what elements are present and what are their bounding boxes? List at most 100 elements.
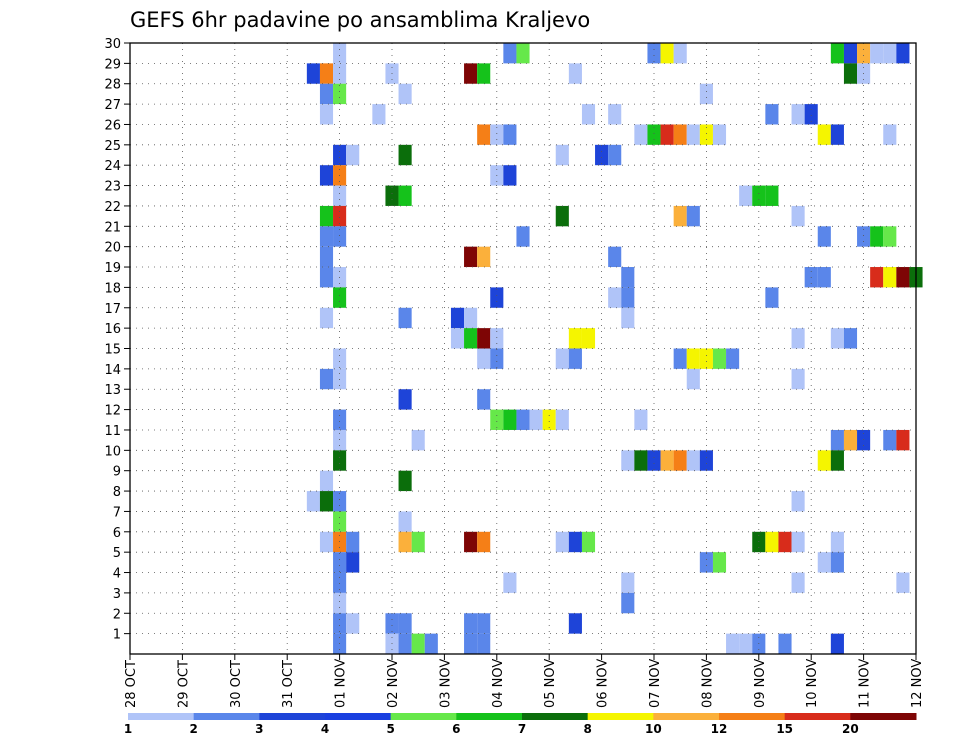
heatmap-cell xyxy=(857,429,871,451)
heatmap-cell xyxy=(791,572,805,593)
colorbar-segment xyxy=(193,713,260,720)
heatmap-cell xyxy=(450,307,465,329)
heatmap-cell xyxy=(372,104,386,125)
heatmap-cell xyxy=(490,348,504,369)
x-tick-label: 01 NOV xyxy=(334,659,349,708)
heatmap-cell xyxy=(503,572,517,593)
heatmap-cell xyxy=(739,185,753,206)
heatmap-cell xyxy=(333,287,347,308)
heatmap-cell xyxy=(791,328,805,349)
y-tick-label: 8 xyxy=(113,485,121,500)
heatmap-cell xyxy=(319,83,334,105)
heatmap-cell xyxy=(870,43,884,64)
heatmap-cell xyxy=(791,205,805,227)
heatmap-cell xyxy=(791,368,805,390)
x-tick-label: 10 NOV xyxy=(805,659,820,708)
heatmap-cell xyxy=(319,246,334,268)
heatmap-cell xyxy=(843,63,858,84)
x-tick-label: 30 OCT xyxy=(229,660,244,708)
colorbar-label: 4 xyxy=(321,722,329,736)
heatmap-cell xyxy=(699,124,713,145)
heatmap-cell xyxy=(883,124,897,145)
y-axis-ticks: 1234567891011121314151617181920212223242… xyxy=(104,37,130,643)
heatmap-cell xyxy=(464,531,478,553)
heatmap-cell xyxy=(765,185,779,206)
heatmap-cell xyxy=(621,450,635,471)
heatmap-cell xyxy=(333,226,347,247)
heatmap-cell xyxy=(712,124,727,145)
heatmap-cell xyxy=(673,43,687,64)
heatmap-cell xyxy=(555,348,569,369)
heatmap-cell xyxy=(333,83,347,105)
y-tick-label: 2 xyxy=(113,607,121,622)
y-tick-label: 13 xyxy=(104,383,121,398)
x-tick-label: 06 NOV xyxy=(596,659,611,708)
heatmap-cell xyxy=(830,124,844,145)
heatmap-cell xyxy=(791,531,805,553)
heatmap-cell xyxy=(398,511,412,532)
colorbar-segment xyxy=(850,713,917,720)
heatmap-cell xyxy=(791,491,805,512)
colorbar-segment xyxy=(719,713,786,720)
heatmap-cell xyxy=(660,450,674,471)
heatmap-cell xyxy=(621,287,635,308)
heatmap-cell xyxy=(333,205,347,227)
heatmap-cell xyxy=(346,144,360,166)
colorbar-label: 6 xyxy=(452,722,460,736)
y-tick-label: 3 xyxy=(113,587,121,602)
heatmap-cell xyxy=(464,307,478,329)
heatmap-cell xyxy=(346,531,360,553)
heatmap-cell xyxy=(477,328,491,349)
colorbar-segment xyxy=(390,713,457,720)
heatmap-cell xyxy=(477,246,491,268)
heatmap-cell xyxy=(333,613,347,634)
heatmap-cell xyxy=(503,124,517,145)
heatmap-cell xyxy=(333,429,347,451)
heatmap-cell xyxy=(660,124,674,145)
heatmap-cell xyxy=(857,226,871,247)
y-tick-label: 17 xyxy=(104,302,121,317)
y-tick-label: 12 xyxy=(104,404,121,419)
y-tick-label: 20 xyxy=(104,241,121,256)
heatmap-cell xyxy=(686,205,700,227)
x-tick-label: 11 NOV xyxy=(858,659,873,708)
heatmap-cell xyxy=(333,572,347,593)
heatmap-cell xyxy=(621,267,635,288)
heatmap-cell xyxy=(896,267,910,288)
colorbar-segment xyxy=(653,713,720,720)
heatmap-cell xyxy=(765,531,779,553)
heatmap-cell xyxy=(883,43,897,64)
heatmap-cell xyxy=(647,124,661,145)
heatmap-cell xyxy=(411,429,425,451)
heatmap-cell xyxy=(319,226,334,247)
heatmap-cell xyxy=(778,633,792,654)
y-tick-label: 4 xyxy=(113,567,121,582)
x-tick-label: 04 NOV xyxy=(491,659,506,708)
heatmap-cell xyxy=(464,633,478,654)
heatmap-cell xyxy=(568,613,582,634)
heatmap-cell xyxy=(608,144,622,166)
heatmap-cell xyxy=(608,246,622,268)
colorbar-label: 7 xyxy=(518,722,526,736)
heatmap-cell xyxy=(333,348,347,369)
y-tick-label: 23 xyxy=(104,180,121,195)
heatmap-cell xyxy=(490,409,504,430)
y-tick-label: 9 xyxy=(113,465,121,480)
heatmap-cell xyxy=(398,307,412,329)
heatmap-cell xyxy=(346,613,360,634)
heatmap-cell xyxy=(843,43,858,64)
colorbar-segment xyxy=(456,713,523,720)
heatmap-cell xyxy=(333,409,347,430)
y-tick-label: 11 xyxy=(104,424,121,439)
heatmap-cell xyxy=(791,104,805,125)
heatmap-cell xyxy=(608,104,622,125)
heatmap-cell xyxy=(883,267,897,288)
heatmap-cell xyxy=(346,552,360,573)
heatmap-cell xyxy=(581,328,596,349)
heatmap-cell xyxy=(542,409,556,430)
heatmap-cell xyxy=(516,43,530,64)
heatmap-cell xyxy=(319,165,334,186)
y-tick-label: 22 xyxy=(104,200,121,215)
heatmap-cell xyxy=(555,205,569,227)
